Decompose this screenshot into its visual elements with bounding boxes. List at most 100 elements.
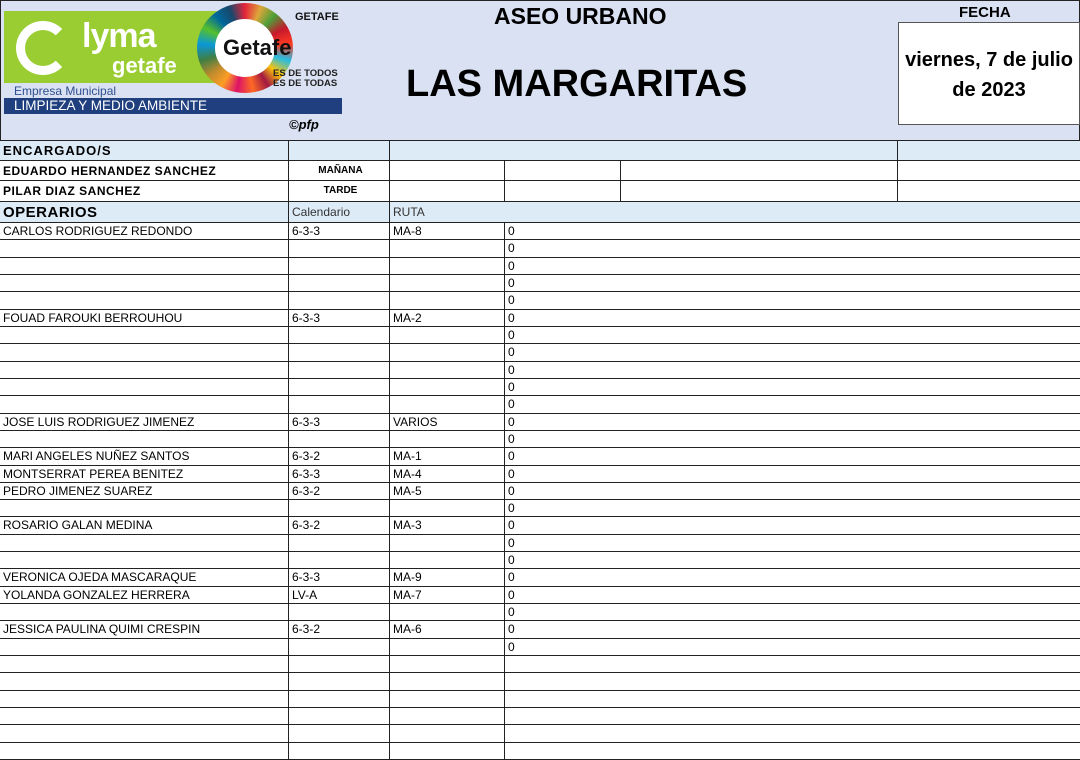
value-cell[interactable]: 0 — [504, 326, 1080, 344]
cell[interactable] — [389, 181, 504, 201]
calendar-cell[interactable]: 6-3-2 — [288, 621, 389, 638]
calendar-cell[interactable] — [288, 378, 389, 396]
calendar-cell[interactable]: 6-3-3 — [288, 223, 389, 240]
operario-name[interactable]: ROSARIO GALAN MEDINA — [3, 518, 153, 533]
value-cell[interactable] — [504, 725, 1080, 742]
route-cell[interactable] — [389, 500, 504, 517]
value-cell[interactable]: 0 — [504, 621, 1080, 638]
encargado-name[interactable]: EDUARDO HERNANDEZ SANCHEZ — [3, 164, 217, 178]
operario-name[interactable] — [0, 292, 288, 308]
route-cell[interactable]: MA-1 — [389, 448, 504, 465]
value-cell[interactable]: 0 — [504, 430, 1080, 448]
calendar-cell[interactable] — [288, 396, 389, 413]
value-cell[interactable]: 0 — [504, 638, 1080, 656]
calendar-cell[interactable]: LV-A — [288, 586, 389, 604]
operario-name[interactable]: YOLANDA GONZALEZ HERRERA — [3, 587, 190, 602]
calendar-cell[interactable] — [288, 742, 389, 759]
operario-name[interactable]: JOSE LUIS RODRIGUEZ JIMENEZ — [3, 414, 195, 429]
route-cell[interactable]: MA-8 — [389, 223, 504, 240]
value-cell[interactable]: 0 — [504, 396, 1080, 413]
route-cell[interactable] — [389, 638, 504, 656]
operario-name[interactable] — [0, 500, 288, 516]
operario-name[interactable]: JESSICA PAULINA QUIMI CRESPIN — [3, 622, 201, 637]
value-cell[interactable]: 0 — [504, 378, 1080, 396]
route-cell[interactable] — [389, 361, 504, 378]
calendar-cell[interactable] — [288, 656, 389, 673]
route-cell[interactable] — [389, 240, 504, 257]
operario-name[interactable] — [0, 275, 288, 291]
route-cell[interactable] — [389, 742, 504, 759]
route-cell[interactable]: MA-3 — [389, 517, 504, 534]
value-cell[interactable]: 0 — [504, 604, 1080, 621]
value-cell[interactable]: 0 — [504, 274, 1080, 292]
calendar-cell[interactable] — [288, 274, 389, 292]
route-cell[interactable]: MA-6 — [389, 621, 504, 638]
operario-name[interactable] — [0, 604, 288, 620]
calendar-cell[interactable] — [288, 604, 389, 621]
route-cell[interactable] — [389, 344, 504, 361]
route-cell[interactable]: MA-4 — [389, 465, 504, 482]
calendar-cell[interactable] — [288, 708, 389, 725]
operario-name[interactable] — [0, 240, 288, 256]
operario-name[interactable] — [0, 379, 288, 395]
calendar-cell[interactable]: 6-3-2 — [288, 448, 389, 465]
cell[interactable] — [897, 161, 1080, 180]
route-cell[interactable] — [389, 534, 504, 552]
value-cell[interactable]: 0 — [504, 517, 1080, 534]
operario-name[interactable]: MONTSERRAT PEREA BENITEZ — [3, 466, 184, 481]
operario-name[interactable]: PEDRO JIMENEZ SUAREZ — [3, 483, 153, 498]
calendar-cell[interactable] — [288, 257, 389, 274]
cell[interactable] — [389, 141, 897, 160]
value-cell[interactable]: 0 — [504, 569, 1080, 586]
value-cell[interactable] — [504, 742, 1080, 759]
operario-name[interactable] — [0, 431, 288, 447]
calendar-cell[interactable] — [288, 361, 389, 378]
calendar-cell[interactable] — [288, 500, 389, 517]
value-cell[interactable]: 0 — [504, 292, 1080, 309]
operario-name[interactable] — [0, 656, 288, 672]
operario-name[interactable] — [0, 725, 288, 741]
operario-name[interactable] — [0, 691, 288, 707]
value-cell[interactable]: 0 — [504, 309, 1080, 326]
route-cell[interactable] — [389, 725, 504, 742]
calendar-cell[interactable]: 6-3-3 — [288, 465, 389, 482]
route-cell[interactable] — [389, 326, 504, 344]
cell[interactable] — [288, 141, 389, 160]
value-cell[interactable]: 0 — [504, 257, 1080, 274]
value-cell[interactable]: 0 — [504, 361, 1080, 378]
value-cell[interactable] — [504, 673, 1080, 690]
calendar-cell[interactable] — [288, 344, 389, 361]
route-cell[interactable] — [389, 708, 504, 725]
calendar-cell[interactable]: 6-3-2 — [288, 482, 389, 500]
operario-name[interactable] — [0, 708, 288, 724]
cell[interactable] — [504, 161, 620, 180]
calendar-cell[interactable]: 6-3-3 — [288, 569, 389, 586]
calendar-cell[interactable] — [288, 292, 389, 309]
operario-name[interactable]: MARI ANGELES NUÑEZ SANTOS — [3, 449, 190, 464]
operario-name[interactable] — [0, 639, 288, 655]
operario-name[interactable] — [0, 362, 288, 378]
calendar-cell[interactable] — [288, 673, 389, 690]
operario-name[interactable] — [0, 552, 288, 568]
operario-name[interactable] — [0, 396, 288, 412]
route-cell[interactable]: MA-5 — [389, 482, 504, 500]
route-cell[interactable] — [389, 430, 504, 448]
route-cell[interactable]: MA-9 — [389, 569, 504, 586]
date-value[interactable]: viernes, 7 de julio de 2023 — [898, 22, 1080, 125]
calendar-cell[interactable] — [288, 534, 389, 552]
value-cell[interactable]: 0 — [504, 240, 1080, 257]
value-cell[interactable] — [504, 690, 1080, 708]
calendar-cell[interactable] — [288, 430, 389, 448]
route-cell[interactable] — [389, 257, 504, 274]
route-cell[interactable] — [389, 690, 504, 708]
route-cell[interactable]: VARIOS — [389, 413, 504, 430]
value-cell[interactable]: 0 — [504, 448, 1080, 465]
calendar-cell[interactable] — [288, 690, 389, 708]
route-cell[interactable] — [389, 604, 504, 621]
value-cell[interactable]: 0 — [504, 413, 1080, 430]
value-cell[interactable]: 0 — [504, 500, 1080, 517]
route-cell[interactable] — [389, 274, 504, 292]
operario-name[interactable] — [0, 327, 288, 343]
cell[interactable] — [897, 181, 1080, 201]
operario-name[interactable]: VERONICA OJEDA MASCARAQUE — [3, 570, 197, 585]
